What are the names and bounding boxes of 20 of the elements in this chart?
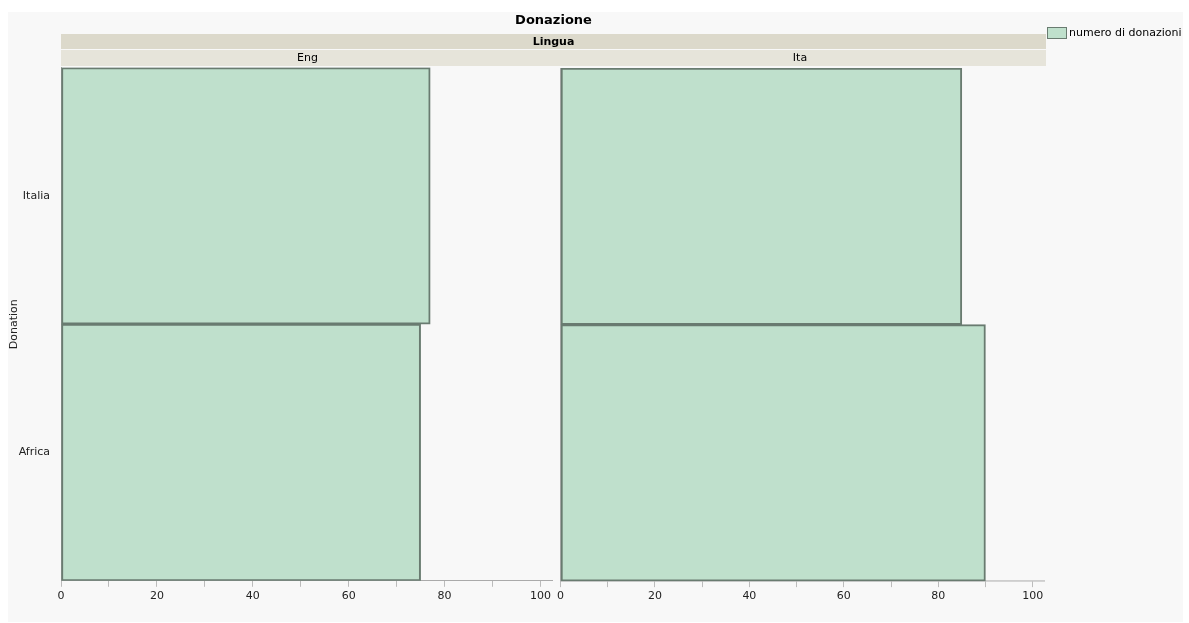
text: Donazione [514, 12, 593, 27]
x-tick-label: 60 [341, 589, 356, 603]
x-tick-label: 100 [1022, 589, 1044, 603]
y-axis-title: Donation [7, 299, 21, 350]
chart-title: Eng [61, 50, 554, 66]
x-tick-label: 0 [557, 589, 565, 603]
x-tick-label: 20 [647, 589, 662, 603]
y-tick-label: Italia [22, 188, 50, 202]
chart-title: Ita [554, 50, 1046, 66]
x-tick-label: 80 [931, 589, 946, 603]
x-tick-label: 40 [742, 589, 757, 603]
x-tick-label: 80 [437, 589, 452, 603]
x-tick-label: 40 [245, 589, 260, 603]
x-tick-label: 100 [530, 589, 551, 603]
x-tick-label: 0 [57, 589, 65, 603]
text: numero di donazioni [1069, 26, 1182, 39]
text: Lingua [61, 34, 1046, 49]
x-tick-label: 20 [149, 589, 164, 603]
x-tick-label: 60 [836, 589, 851, 603]
y-tick-label: Africa [18, 445, 50, 459]
